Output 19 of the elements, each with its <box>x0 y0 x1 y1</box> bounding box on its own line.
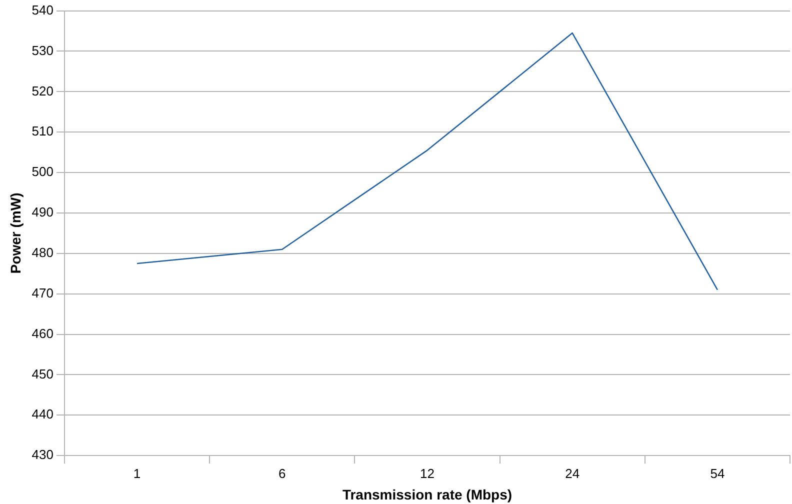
x-tick-label: 24 <box>565 466 580 481</box>
y-tick-label: 500 <box>32 164 54 180</box>
y-tick-label: 520 <box>32 83 54 98</box>
x-axis-title: Transmission rate (Mbps) <box>342 486 512 502</box>
x-tick-label: 54 <box>710 466 725 481</box>
y-tick-label: 490 <box>32 204 54 220</box>
x-tick-label: 6 <box>278 466 286 481</box>
y-tick-label: 460 <box>32 326 54 341</box>
y-tick-label: 540 <box>32 2 54 18</box>
y-tick-label: 430 <box>32 447 54 462</box>
y-tick-label: 470 <box>32 285 54 300</box>
y-axis-title: Power (mW) <box>7 192 24 274</box>
x-tick-label: 12 <box>420 466 434 481</box>
y-tick-label: 480 <box>32 244 54 260</box>
y-tick-label: 450 <box>32 366 54 382</box>
y-tick-label: 510 <box>32 124 54 139</box>
y-tick-label: 440 <box>32 406 54 422</box>
y-tick-label: 530 <box>32 42 54 58</box>
x-tick-label: 1 <box>133 466 141 481</box>
